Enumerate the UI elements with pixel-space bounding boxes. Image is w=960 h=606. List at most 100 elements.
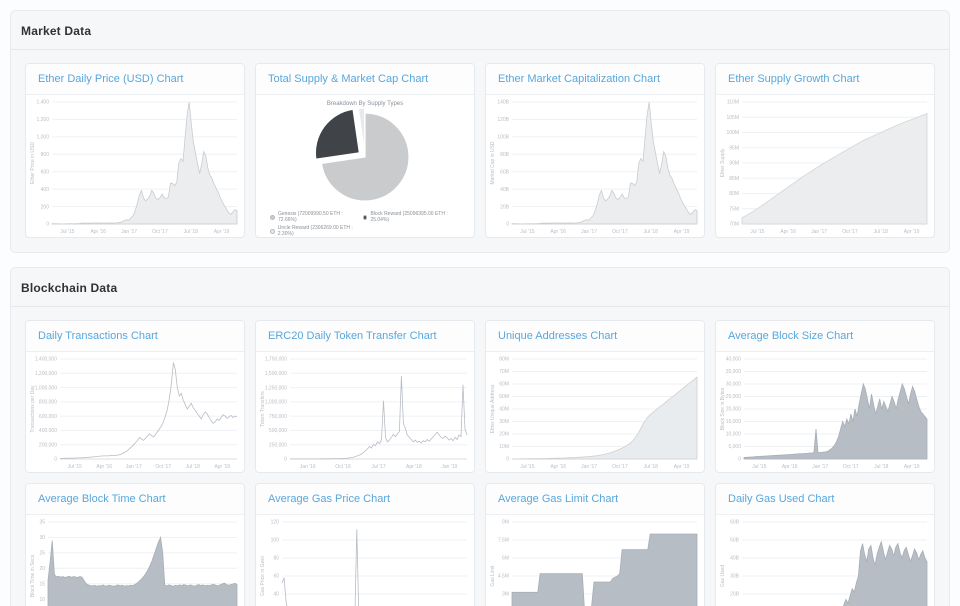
market-data-header: Market Data [11,11,949,50]
blockchain-data-title: Blockchain Data [21,281,118,295]
card-header: Average Gas Price Chart [256,484,474,515]
card-daily-gas-used[interactable]: Daily Gas Used Chart 60B50B40B30B20B10B0… [715,483,935,606]
svg-text:400,000: 400,000 [39,428,57,434]
card-average-block-size[interactable]: Average Block Size Chart 40,000 35,000 30,… [715,320,935,473]
market-data-title: Market Data [21,24,92,38]
svg-text:Apr '19: Apr '19 [214,229,230,235]
svg-text:80M: 80M [729,191,739,197]
svg-text:Jan '17: Jan '17 [812,464,828,470]
card-average-block-time[interactable]: Average Block Time Chart 35302520151050J… [25,483,245,606]
svg-text:800: 800 [41,152,50,158]
svg-text:30,000: 30,000 [726,382,742,388]
svg-text:Apr '19: Apr '19 [904,464,920,470]
total-supply-market-cap-link[interactable]: Total Supply & Market Cap Chart [268,73,429,85]
average-block-size-chart: 40,000 35,000 30,000 25,000 20,000 15,000 10,0… [716,352,934,472]
legend-text: Genesis (72009990.50 ETH : 72.66%) [278,211,343,223]
svg-text:3M: 3M [502,592,509,598]
svg-text:0: 0 [46,222,49,228]
svg-text:30M: 30M [499,419,509,425]
svg-text:120B: 120B [497,117,509,123]
svg-text:Token Transfers: Token Transfers [260,391,266,427]
ether-daily-price-link[interactable]: Ether Daily Price (USD) Chart [38,73,184,85]
svg-text:Apr '16: Apr '16 [96,464,112,470]
svg-text:250,000: 250,000 [269,442,287,448]
svg-text:7.5M: 7.5M [498,538,509,544]
card-ether-supply-growth[interactable]: Ether Supply Growth Chart 110M 105M 100M 95… [715,63,935,238]
svg-text:Jul '15: Jul '15 [520,229,535,235]
svg-text:140B: 140B [497,100,509,106]
svg-text:Block Time in Secs: Block Time in Secs [30,554,36,597]
svg-text:40B: 40B [730,556,740,562]
svg-text:10: 10 [39,597,45,603]
svg-text:Market Cap in USD: Market Cap in USD [490,141,496,184]
svg-text:25: 25 [39,551,45,557]
svg-text:1,500,000: 1,500,000 [265,371,287,377]
svg-text:Apr '16: Apr '16 [550,464,566,470]
svg-text:Oct '17: Oct '17 [612,464,628,470]
svg-text:Oct '17: Oct '17 [612,229,628,235]
svg-text:Apr '16: Apr '16 [780,229,796,235]
svg-text:600: 600 [41,169,50,175]
card-ether-daily-price[interactable]: Ether Daily Price (USD) Chart 1,400 1,200… [25,63,245,238]
card-daily-transactions[interactable]: Daily Transactions Chart 1,400,000 1,200,… [25,320,245,473]
svg-text:Oct '17: Oct '17 [842,229,858,235]
card-total-supply-market-cap[interactable]: Total Supply & Market Cap Chart Breakdow… [255,63,475,238]
svg-text:Oct '17: Oct '17 [155,464,171,470]
svg-text:35: 35 [39,520,45,526]
svg-text:Ether Price in USD: Ether Price in USD [30,142,36,184]
svg-text:Oct '17: Oct '17 [152,229,168,235]
svg-text:40: 40 [273,592,279,598]
svg-text:Apr '16: Apr '16 [90,229,106,235]
svg-text:10M: 10M [499,444,509,450]
average-gas-price-link[interactable]: Average Gas Price Chart [268,493,391,505]
svg-text:1,000,000: 1,000,000 [35,385,57,391]
svg-text:Gas Price in Gwei: Gas Price in Gwei [260,556,266,596]
svg-text:80M: 80M [499,357,509,363]
svg-text:60B: 60B [730,520,740,526]
card-ether-market-capitalization[interactable]: Ether Market Capitalization Chart 140B 12… [485,63,705,238]
ether-market-capitalization-link[interactable]: Ether Market Capitalization Chart [498,73,661,85]
unique-addresses-link[interactable]: Unique Addresses Chart [498,330,618,342]
svg-text:0: 0 [506,222,509,228]
svg-text:75M: 75M [729,206,739,212]
svg-text:10,000: 10,000 [726,432,742,438]
legend-item-uncle-reward: Uncle Reward (2306269.00 ETH : 2.30%) [270,225,363,237]
svg-text:100B: 100B [497,135,509,141]
daily-transactions-link[interactable]: Daily Transactions Chart [38,330,158,342]
svg-text:Transactions per Day: Transactions per Day [30,385,36,433]
card-erc20-token-transfer[interactable]: ERC20 Daily Token Transfer Chart 1,750,0… [255,320,475,473]
svg-text:15,000: 15,000 [726,419,742,425]
blockchain-grid-row2: Average Block Time Chart 35302520151050J… [25,483,935,606]
ether-supply-growth-link[interactable]: Ether Supply Growth Chart [728,73,860,85]
card-unique-addresses[interactable]: Unique Addresses Chart 80M 70M 60M 50M 40M 30… [485,320,705,473]
svg-text:1,400: 1,400 [36,100,49,106]
card-average-gas-limit[interactable]: Average Gas Limit Chart 9M7.5M6M4.5M3M1.… [485,483,705,606]
svg-text:20M: 20M [499,432,509,438]
svg-text:600,000: 600,000 [39,414,57,420]
daily-gas-used-link[interactable]: Daily Gas Used Chart [728,493,835,505]
ether-daily-price-chart: 1,400 1,200 1,000 800 600 400 200 0 Jul '15 Apr '… [26,95,244,237]
svg-text:Jul '18: Jul '18 [186,464,201,470]
svg-text:30B: 30B [730,574,740,580]
svg-text:20: 20 [39,566,45,572]
daily-transactions-chart: 1,400,000 1,200,000 1,000,000 800,000 600,00… [26,352,244,472]
average-block-size-link[interactable]: Average Block Size Chart [728,330,854,342]
legend-text: Uncle Reward (2306269.00 ETH : 2.30%) [277,225,353,237]
card-average-gas-price[interactable]: Average Gas Price Chart 120100806040200J… [255,483,475,606]
svg-text:9M: 9M [502,520,509,526]
average-block-time-link[interactable]: Average Block Time Chart [38,493,166,505]
svg-text:Ether Supply: Ether Supply [720,148,726,177]
erc20-token-transfer-link[interactable]: ERC20 Daily Token Transfer Chart [268,330,437,342]
average-gas-limit-link[interactable]: Average Gas Limit Chart [498,493,619,505]
erc20-token-transfer-chart: 1,750,000 1,500,000 1,250,000 1,000,000 750,… [256,352,474,472]
svg-text:200,000: 200,000 [39,442,57,448]
blockchain-data-panel: Blockchain Data Daily Transactions Chart… [10,267,950,606]
svg-text:1,000,000: 1,000,000 [265,400,287,406]
svg-text:Jan '17: Jan '17 [121,229,137,235]
svg-text:750,000: 750,000 [269,414,287,420]
svg-text:60M: 60M [499,382,509,388]
blockchain-grid-row1: Daily Transactions Chart 1,400,000 1,200,… [25,320,935,473]
svg-text:Jul '15: Jul '15 [750,229,765,235]
unique-addresses-chart: 80M 70M 60M 50M 40M 30M 20M 10M 0 Jul '15 Apr '16 J… [486,352,704,472]
uncle-reward-marker-icon [270,228,275,234]
